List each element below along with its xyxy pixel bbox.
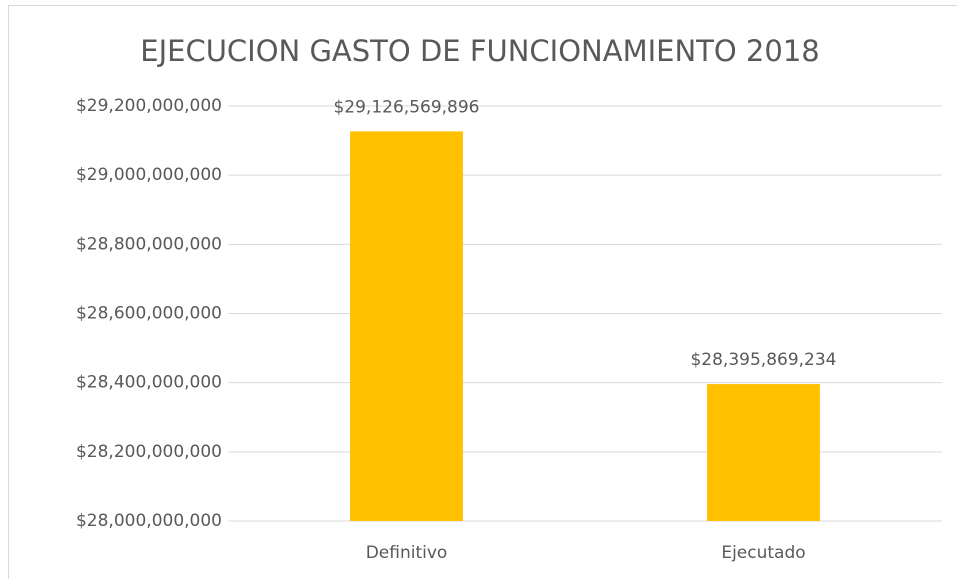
x-tick-label: Definitivo — [366, 543, 448, 563]
chart-title: EJECUCION GASTO DE FUNCIONAMIENTO 2018 — [140, 34, 819, 68]
y-tick-label: $28,600,000,000 — [76, 304, 222, 324]
bar — [350, 131, 463, 521]
value-label: $29,126,569,896 — [333, 97, 479, 117]
y-tick-label: $28,400,000,000 — [76, 373, 222, 393]
y-tick-label: $28,200,000,000 — [76, 442, 222, 462]
bar — [707, 384, 820, 521]
value-label: $28,395,869,234 — [690, 350, 836, 370]
y-tick-label: $28,800,000,000 — [76, 234, 222, 254]
y-tick-label: $29,000,000,000 — [76, 165, 222, 185]
x-tick-label: Ejecutado — [721, 543, 805, 563]
y-tick-label: $28,000,000,000 — [76, 511, 222, 531]
y-tick-label: $29,200,000,000 — [76, 96, 222, 116]
